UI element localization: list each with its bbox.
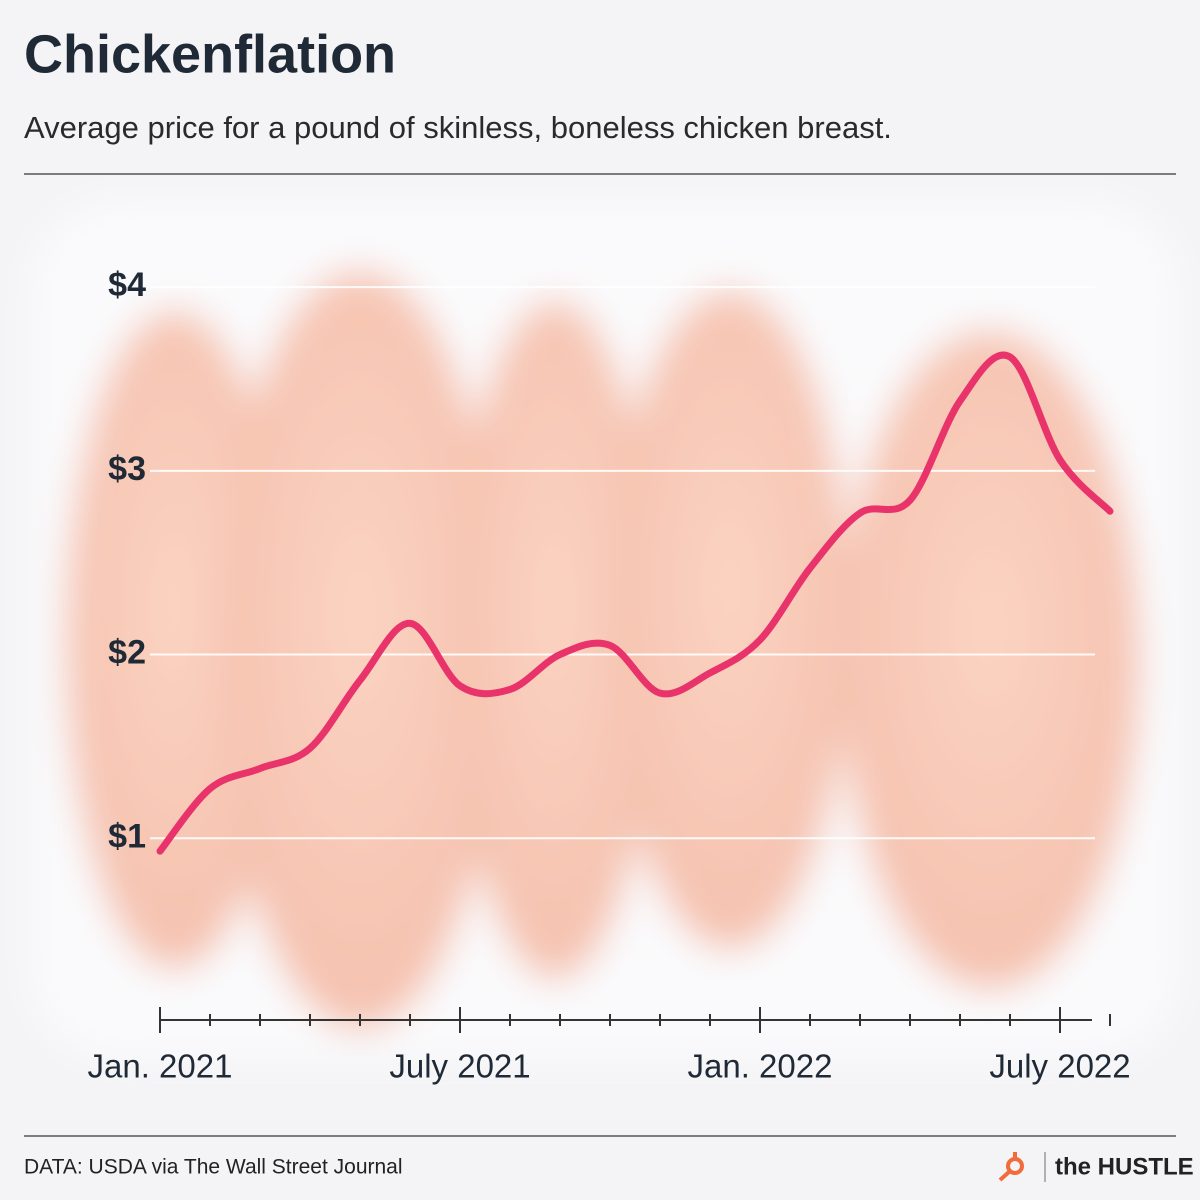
x-tick-label: July 2021 [389,1048,530,1085]
y-tick-label: $1 [108,817,146,855]
photo-background [30,200,1180,1060]
source-note: DATA: USDA via The Wall Street Journal [24,1156,403,1179]
x-tick-label: Jan. 2021 [88,1048,233,1085]
brand-text: the HUSTLE [1055,1153,1194,1180]
y-tick-label: $2 [108,634,146,672]
brand-logo: the HUSTLE [998,1152,1194,1182]
y-tick-label: $3 [108,450,146,488]
price-line [156,351,1114,855]
x-tick-label: Jan. 2022 [688,1048,833,1085]
chart-subtitle: Average price for a pound of skinless, b… [24,110,892,145]
y-tick-label: $4 [108,266,146,304]
x-tick-label: July 2022 [989,1048,1130,1085]
chart-title: Chickenflation [24,24,396,84]
